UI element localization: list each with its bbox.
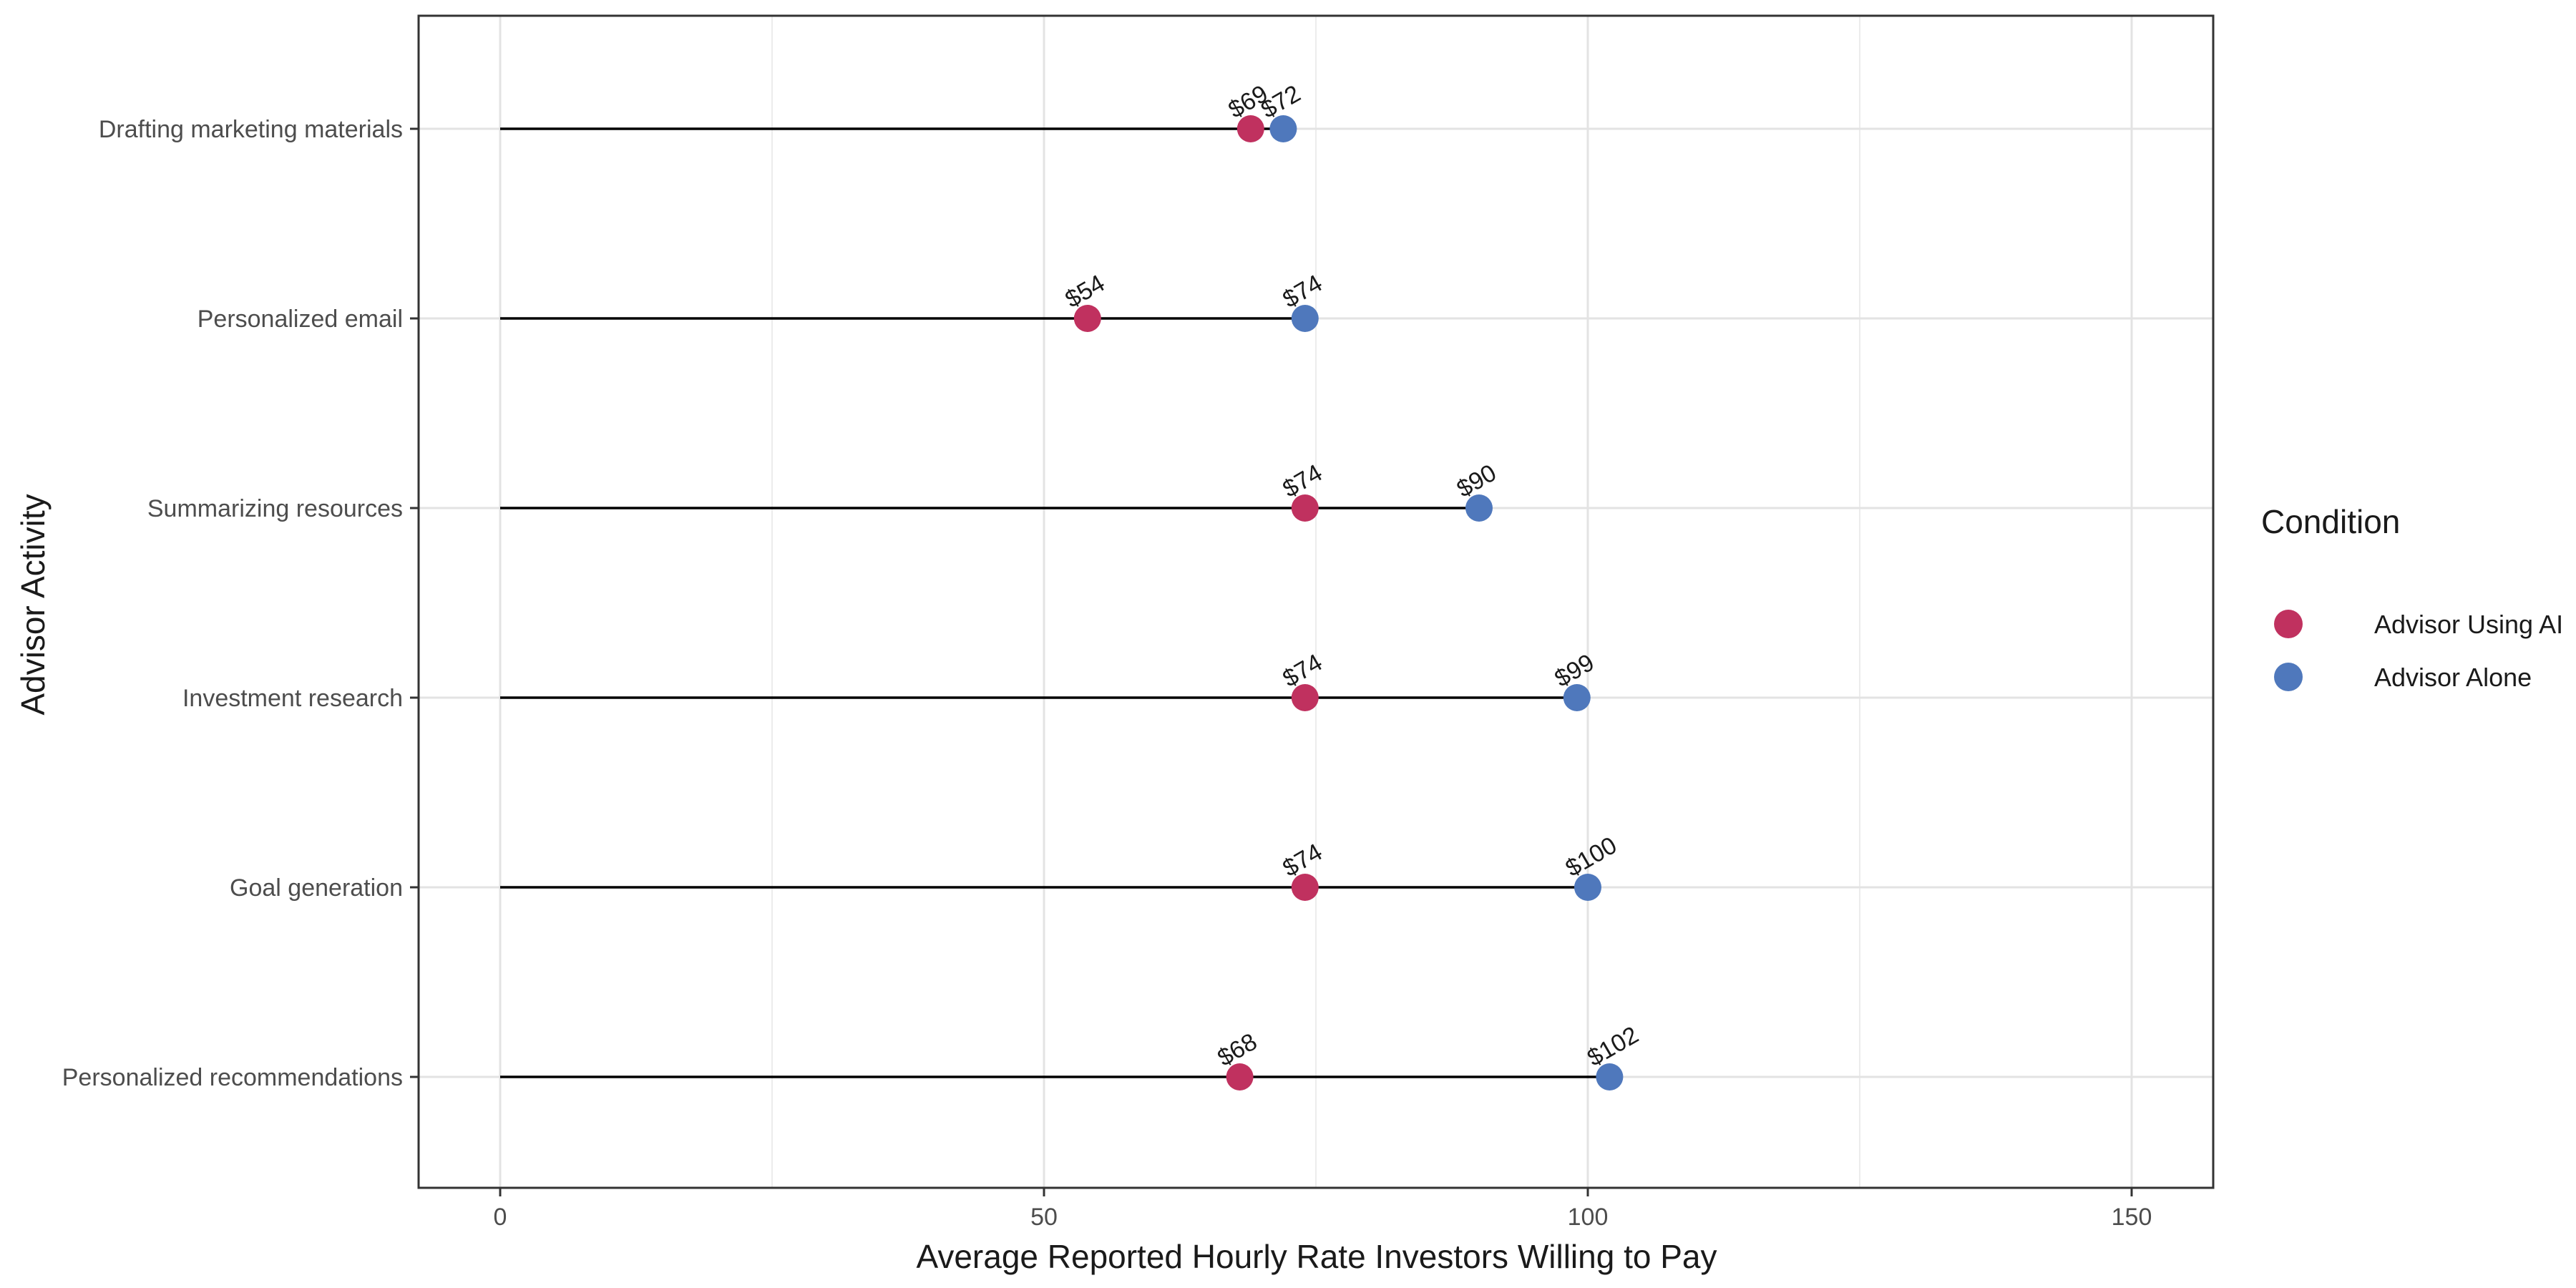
- y-tick-label: Goal generation: [230, 874, 403, 902]
- legend-key-advisor-alone: [2274, 663, 2303, 691]
- point-advisor-alone: [1291, 305, 1319, 332]
- x-tick-label: 150: [2112, 1204, 2152, 1231]
- x-tick-label: 0: [494, 1204, 507, 1231]
- legend-label-advisor-alone: Advisor Alone: [2374, 663, 2532, 692]
- data-points: [1073, 115, 1624, 1091]
- point-advisor-alone: [1563, 684, 1591, 711]
- point-advisor-using-ai: [1291, 874, 1319, 901]
- point-advisor-using-ai: [1236, 115, 1264, 142]
- y-tick-label: Investment research: [182, 685, 403, 712]
- point-advisor-using-ai: [1073, 305, 1101, 332]
- point-advisor-alone: [1574, 874, 1601, 901]
- point-advisor-alone: [1465, 494, 1493, 522]
- legend-title: Condition: [2261, 503, 2400, 540]
- plot-panel-border: [417, 14, 2215, 1189]
- axes: 0 50 100 150 Drafting marketing materials Per…: [62, 14, 2215, 1231]
- y-tick-label: Drafting marketing materials: [99, 116, 403, 143]
- y-axis-title: Advisor Activity: [14, 494, 52, 715]
- dumbbell-segments: [500, 127, 1610, 1078]
- x-tick-label: 50: [1030, 1204, 1058, 1231]
- y-tick-label: Personalized email: [197, 306, 403, 333]
- point-advisor-using-ai: [1291, 684, 1319, 711]
- legend-items: Advisor Using AI Advisor Alone: [2274, 610, 2563, 692]
- legend-key-advisor-using-ai: [2274, 610, 2303, 638]
- y-tick-label: Summarizing resources: [147, 495, 403, 522]
- point-advisor-alone: [1269, 115, 1297, 142]
- legend: Condition Advisor Using AI Advisor Alone: [2261, 503, 2563, 692]
- point-advisor-alone: [1596, 1063, 1624, 1091]
- x-axis-title: Average Reported Hourly Rate Investors W…: [916, 1238, 1717, 1275]
- legend-label-advisor-using-ai: Advisor Using AI: [2374, 610, 2563, 639]
- point-advisor-using-ai: [1226, 1063, 1254, 1091]
- y-tick-label: Personalized recommendations: [62, 1064, 403, 1091]
- point-advisor-using-ai: [1291, 494, 1319, 522]
- x-tick-label: 100: [1568, 1204, 1609, 1231]
